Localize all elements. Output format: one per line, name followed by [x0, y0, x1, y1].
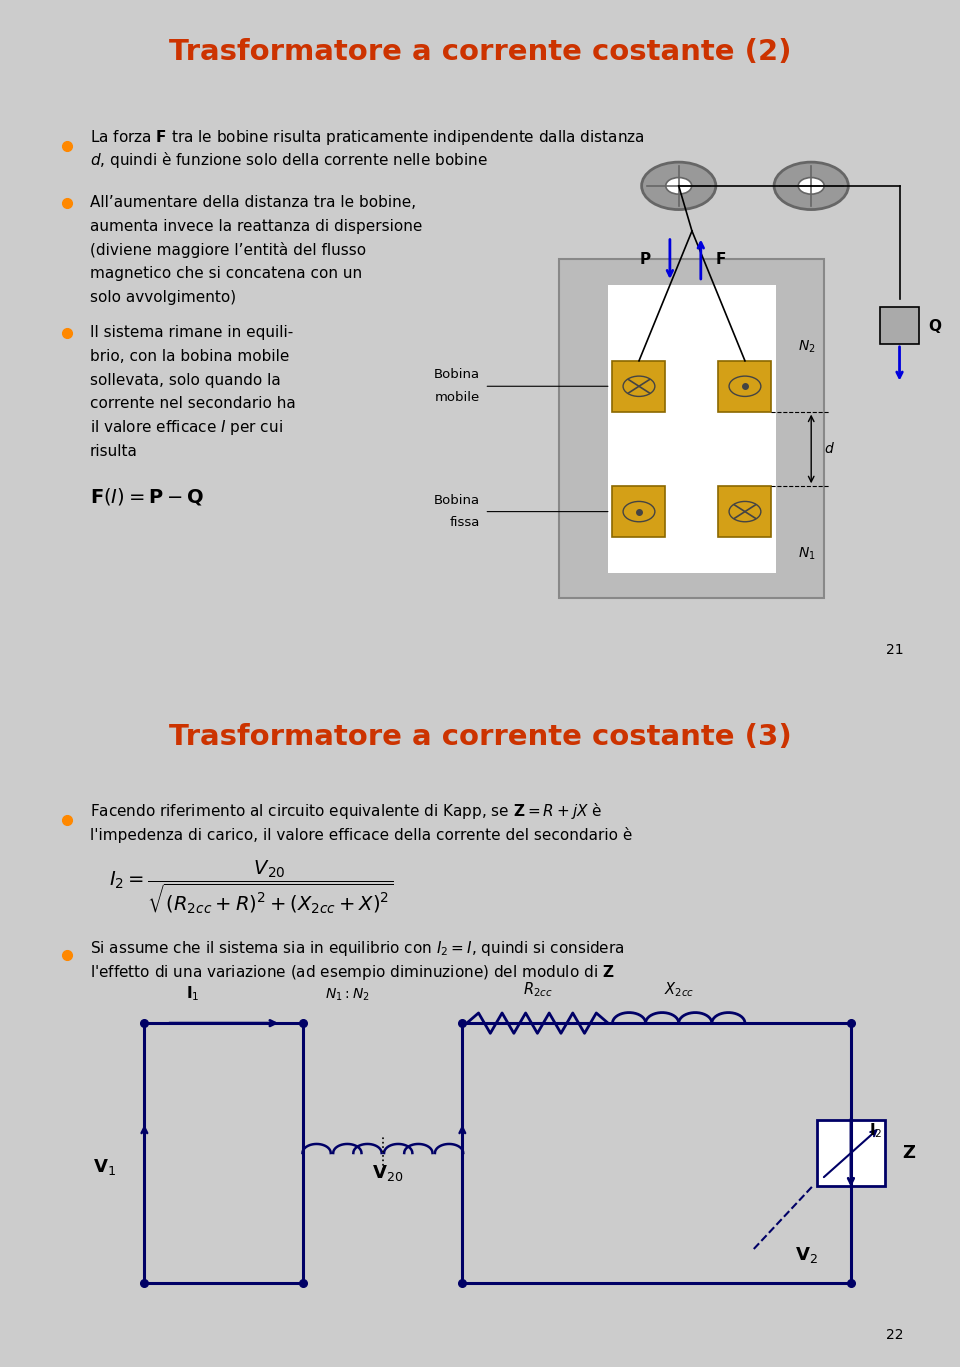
- Text: $\mathbf{Q}$: $\mathbf{Q}$: [928, 317, 943, 335]
- Text: brio, con la bobina mobile: brio, con la bobina mobile: [89, 349, 289, 364]
- Text: (diviene maggiore l’entità del flusso: (diviene maggiore l’entità del flusso: [89, 242, 366, 258]
- Circle shape: [798, 178, 825, 194]
- Bar: [718, 361, 772, 411]
- Circle shape: [641, 163, 716, 209]
- Text: fissa: fissa: [449, 517, 480, 529]
- Text: $\mathbf{P}$: $\mathbf{P}$: [639, 252, 652, 267]
- Text: corrente nel secondario ha: corrente nel secondario ha: [89, 396, 296, 411]
- Text: $\mathbf{Z}$: $\mathbf{Z}$: [902, 1144, 916, 1162]
- Bar: [612, 361, 665, 411]
- Text: $d$, quindi è funzione solo della corrente nelle bobine: $d$, quindi è funzione solo della corren…: [89, 150, 488, 171]
- Text: Trasformatore a corrente costante (2): Trasformatore a corrente costante (2): [169, 38, 791, 66]
- Text: 22: 22: [886, 1329, 904, 1342]
- Text: l'impedenza di carico, il valore efficace della corrente del secondario è: l'impedenza di carico, il valore efficac…: [89, 827, 632, 843]
- Text: La forza $\mathbf{F}$ tra le bobine risulta praticamente indipendente dalla dist: La forza $\mathbf{F}$ tra le bobine risu…: [89, 128, 644, 148]
- Text: $N_1 : N_2$: $N_1 : N_2$: [325, 987, 370, 1003]
- Text: $\mathbf{I}_2$: $\mathbf{I}_2$: [869, 1121, 882, 1140]
- Bar: [817, 1120, 884, 1185]
- Text: Facendo riferimento al circuito equivalente di Kapp, se $\mathbf{Z} = R + jX$ è: Facendo riferimento al circuito equivale…: [89, 801, 602, 822]
- Bar: [560, 260, 825, 597]
- Text: $N_1$: $N_1$: [798, 545, 816, 562]
- Text: $N_2$: $N_2$: [798, 339, 816, 355]
- Text: All’aumentare della distanza tra le bobine,: All’aumentare della distanza tra le bobi…: [89, 195, 416, 211]
- Text: $\mathbf{V}_{20}$: $\mathbf{V}_{20}$: [372, 1163, 403, 1182]
- Circle shape: [774, 163, 849, 209]
- Text: $R_{2cc}$: $R_{2cc}$: [522, 980, 552, 999]
- Text: aumenta invece la reattanza di dispersione: aumenta invece la reattanza di dispersio…: [89, 219, 422, 234]
- Text: l'effetto di una variazione (ad esempio diminuzione) del modulo di $\mathbf{Z}$: l'effetto di una variazione (ad esempio …: [89, 962, 614, 982]
- Text: mobile: mobile: [435, 391, 480, 405]
- Text: $\mathbf{F}(I) = \mathbf{P} - \mathbf{Q}$: $\mathbf{F}(I) = \mathbf{P} - \mathbf{Q}…: [89, 485, 204, 507]
- Text: $\mathbf{F}$: $\mathbf{F}$: [714, 252, 726, 267]
- Text: risulta: risulta: [89, 444, 137, 459]
- Text: Trasformatore a corrente costante (3): Trasformatore a corrente costante (3): [169, 723, 791, 750]
- Text: Bobina: Bobina: [434, 369, 480, 381]
- Text: $\mathbf{V}_2$: $\mathbf{V}_2$: [795, 1244, 818, 1264]
- Text: solo avvolgimento): solo avvolgimento): [89, 290, 236, 305]
- Text: $I_2 = \dfrac{V_{20}}{\sqrt{(R_{2cc}+R)^2+(X_{2cc}+X)^2}}$: $I_2 = \dfrac{V_{20}}{\sqrt{(R_{2cc}+R)^…: [109, 858, 394, 916]
- Bar: [879, 308, 920, 344]
- Text: sollevata, solo quando la: sollevata, solo quando la: [89, 373, 280, 388]
- Text: $X_{2cc}$: $X_{2cc}$: [663, 980, 694, 999]
- Text: il valore efficace $I$ per cui: il valore efficace $I$ per cui: [89, 418, 282, 437]
- Bar: [608, 284, 776, 573]
- Text: Il sistema rimane in equili-: Il sistema rimane in equili-: [89, 325, 293, 340]
- Text: $\mathbf{I}_1$: $\mathbf{I}_1$: [186, 984, 200, 1003]
- Bar: [718, 487, 772, 537]
- Text: magnetico che si concatena con un: magnetico che si concatena con un: [89, 267, 362, 282]
- Text: Bobina: Bobina: [434, 493, 480, 507]
- Text: Si assume che il sistema sia in equilibrio con $I_2 = I$, quindi si considera: Si assume che il sistema sia in equilibr…: [89, 939, 624, 958]
- Text: 21: 21: [886, 644, 904, 658]
- Circle shape: [665, 178, 692, 194]
- Text: $d$: $d$: [825, 442, 835, 457]
- Bar: [612, 487, 665, 537]
- Text: $\mathbf{V}_1$: $\mathbf{V}_1$: [93, 1156, 116, 1177]
